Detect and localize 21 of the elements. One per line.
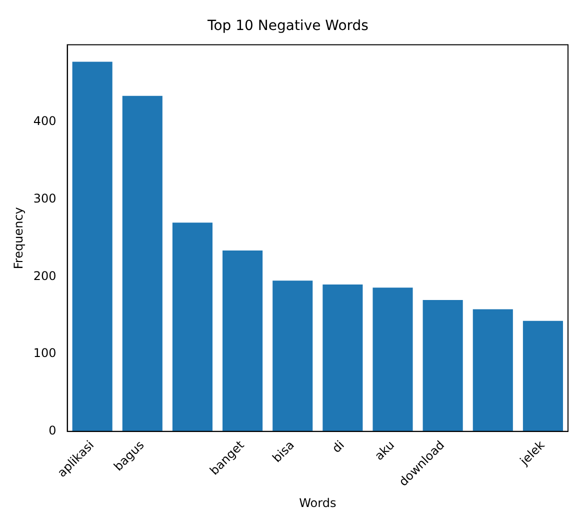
bar <box>522 320 563 432</box>
bar <box>272 280 313 432</box>
bar <box>422 300 463 432</box>
bar <box>122 96 162 432</box>
chart-title: Top 10 Negative Words <box>206 18 368 34</box>
bar <box>322 284 363 432</box>
bar <box>372 288 413 432</box>
x-tick-label: bisa <box>270 438 297 466</box>
bar <box>72 62 112 432</box>
y-tick-label: 0 <box>48 424 56 438</box>
bar <box>172 222 213 432</box>
x-tick-label: aku <box>372 438 398 464</box>
y-axis-title: Frequency <box>11 207 26 270</box>
y-tick-label: 200 <box>33 268 56 283</box>
bar <box>222 250 263 432</box>
y-tick-label: 300 <box>33 192 56 206</box>
y-tick-label: 400 <box>33 114 56 128</box>
y-tick-label: 100 <box>33 346 56 360</box>
x-axis-title: Words <box>299 496 336 510</box>
bar <box>472 309 513 432</box>
x-tick-label: di <box>329 438 348 456</box>
